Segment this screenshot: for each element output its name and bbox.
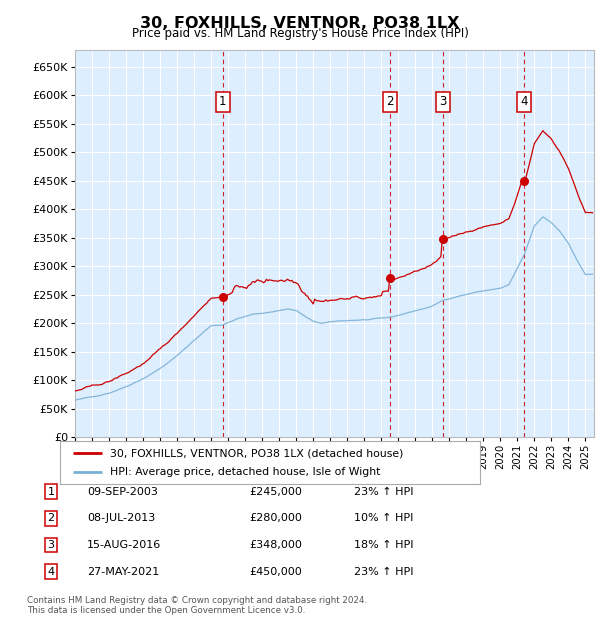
Text: 30, FOXHILLS, VENTNOR, PO38 1LX (detached house): 30, FOXHILLS, VENTNOR, PO38 1LX (detache… — [110, 448, 404, 458]
Text: 18% ↑ HPI: 18% ↑ HPI — [354, 540, 413, 550]
Text: 23% ↑ HPI: 23% ↑ HPI — [354, 567, 413, 577]
Text: 2: 2 — [386, 95, 394, 108]
Text: 4: 4 — [47, 567, 55, 577]
Text: Price paid vs. HM Land Registry's House Price Index (HPI): Price paid vs. HM Land Registry's House … — [131, 27, 469, 40]
Text: 4: 4 — [521, 95, 528, 108]
Text: 10% ↑ HPI: 10% ↑ HPI — [354, 513, 413, 523]
Text: 3: 3 — [439, 95, 446, 108]
Text: 2: 2 — [47, 513, 55, 523]
Text: HPI: Average price, detached house, Isle of Wight: HPI: Average price, detached house, Isle… — [110, 467, 381, 477]
Text: 27-MAY-2021: 27-MAY-2021 — [87, 567, 159, 577]
Text: 3: 3 — [47, 540, 55, 550]
Text: 1: 1 — [219, 95, 227, 108]
Text: 15-AUG-2016: 15-AUG-2016 — [87, 540, 161, 550]
Text: 09-SEP-2003: 09-SEP-2003 — [87, 487, 158, 497]
Text: £450,000: £450,000 — [249, 567, 302, 577]
Text: 23% ↑ HPI: 23% ↑ HPI — [354, 487, 413, 497]
Text: Contains HM Land Registry data © Crown copyright and database right 2024.: Contains HM Land Registry data © Crown c… — [27, 596, 367, 605]
Text: 1: 1 — [47, 487, 55, 497]
Text: £280,000: £280,000 — [249, 513, 302, 523]
Text: £348,000: £348,000 — [249, 540, 302, 550]
Text: £245,000: £245,000 — [249, 487, 302, 497]
Text: This data is licensed under the Open Government Licence v3.0.: This data is licensed under the Open Gov… — [27, 606, 305, 615]
Text: 08-JUL-2013: 08-JUL-2013 — [87, 513, 155, 523]
Text: 30, FOXHILLS, VENTNOR, PO38 1LX: 30, FOXHILLS, VENTNOR, PO38 1LX — [140, 16, 460, 31]
